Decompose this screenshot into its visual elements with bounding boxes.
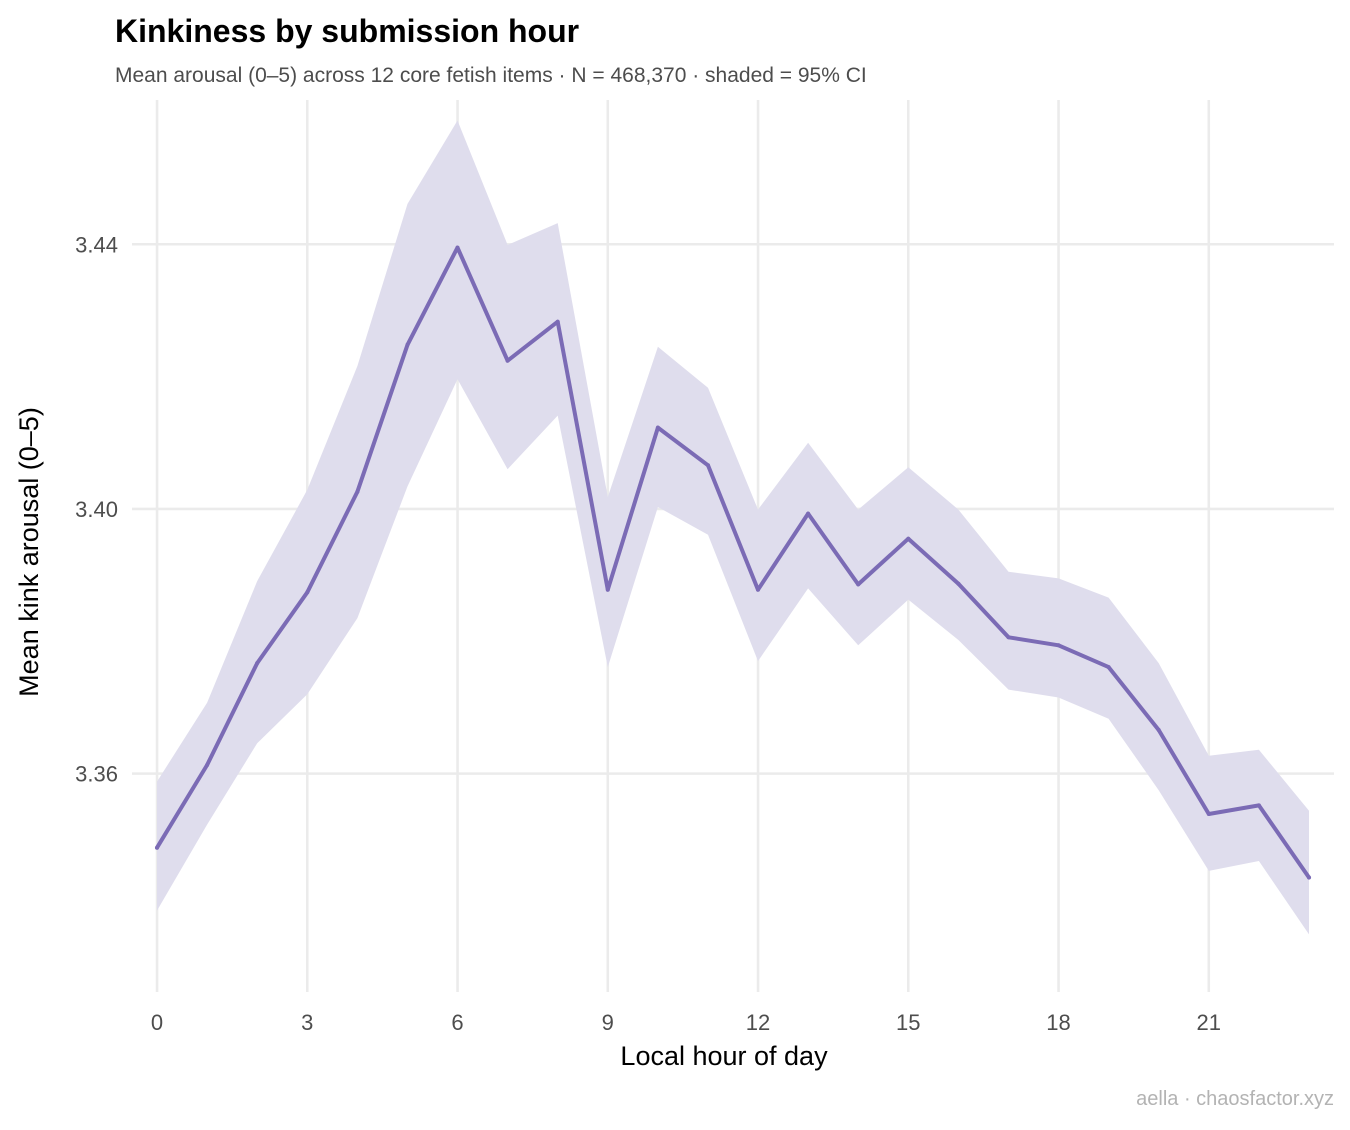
data-point-hour-2	[255, 661, 260, 666]
y-tick-label: 3.44	[75, 232, 118, 257]
data-point-hour-22	[1256, 803, 1261, 808]
x-tick-label: 3	[301, 1010, 313, 1035]
mean-line	[155, 245, 1311, 880]
data-point-hour-11	[706, 463, 710, 468]
data-point-hour-6	[455, 245, 460, 250]
x-tick-label: 15	[896, 1010, 920, 1035]
chart-subtitle: Mean arousal (0–5) across 12 core fetish…	[115, 64, 867, 87]
data-point-hour-12	[756, 587, 760, 592]
x-tick-label: 0	[151, 1010, 163, 1035]
data-point-hour-0	[155, 845, 159, 850]
data-point-hour-5	[405, 342, 410, 347]
data-point-hour-13	[806, 511, 811, 516]
x-tick-label: 6	[451, 1010, 463, 1035]
data-point-hour-15	[906, 536, 911, 541]
x-tick-label: 18	[1046, 1010, 1070, 1035]
chart-title: Kinkiness by submission hour	[115, 13, 579, 49]
data-point-hour-18	[1056, 643, 1061, 648]
data-point-hour-3	[305, 590, 310, 595]
data-point-hour-20	[1156, 728, 1161, 732]
data-point-hour-7	[505, 358, 510, 363]
data-point-hour-4	[355, 489, 360, 494]
data-point-hour-1	[205, 763, 210, 767]
x-axis-ticks: 0 3 6 9 12 15 18 21	[151, 1010, 1221, 1035]
series-line-layer	[155, 245, 1311, 880]
data-point-hour-19	[1106, 665, 1111, 670]
y-axis-ticks: 3.36 3.40 3.44	[75, 232, 118, 786]
x-axis-title: Local hour of day	[620, 1041, 828, 1071]
data-point-hour-8	[555, 319, 560, 324]
y-axis-title: Mean kink arousal (0–5)	[14, 407, 44, 697]
data-point-hour-21	[1206, 812, 1211, 816]
data-point-hour-10	[655, 425, 660, 430]
x-tick-label: 21	[1197, 1010, 1221, 1035]
x-tick-label: 12	[746, 1010, 770, 1035]
chart-caption: aella · chaosfactor.xyz	[1136, 1088, 1334, 1110]
y-tick-label: 3.36	[75, 762, 118, 787]
x-tick-label: 9	[602, 1010, 614, 1035]
data-point-hour-17	[1006, 635, 1011, 640]
data-point-hour-14	[856, 582, 861, 587]
y-tick-label: 3.40	[75, 497, 118, 522]
data-point-hour-23	[1307, 875, 1311, 880]
data-point-hour-9	[605, 587, 610, 592]
data-point-hour-16	[956, 581, 961, 586]
